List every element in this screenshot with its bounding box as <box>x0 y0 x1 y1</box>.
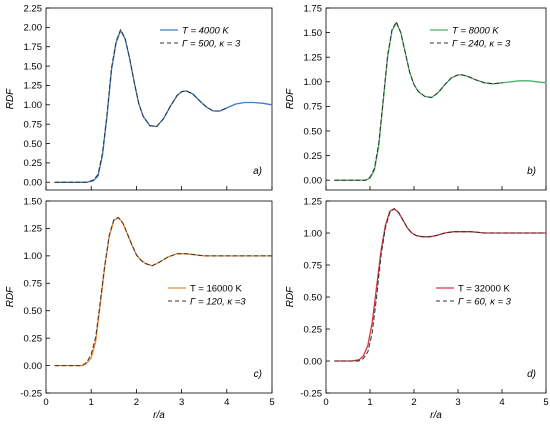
y-tick-label: 0.75 <box>24 119 43 130</box>
y-tick-label: 1.25 <box>304 196 323 207</box>
plot-frame <box>45 200 273 394</box>
plot-frame <box>45 7 273 191</box>
x-tick-label: 1 <box>367 397 372 408</box>
series-line-model <box>334 208 547 362</box>
legend: T = 16000 K Γ = 120, κ =3 <box>168 283 246 307</box>
y-tick-label: 1.50 <box>24 61 43 72</box>
y-tick-label: 0.75 <box>24 279 43 290</box>
legend: T = 8000 K Γ = 240, κ = 3 <box>430 25 511 49</box>
y-tick-label: 1.00 <box>304 228 323 239</box>
series-line-model <box>54 29 228 183</box>
x-axis-label: r/a <box>153 410 165 421</box>
y-axis-label: RDF <box>285 88 296 109</box>
y-tick-label: 0.00 <box>304 356 323 367</box>
x-tick-label: 5 <box>269 397 274 408</box>
legend: T = 4000 K Γ = 500, κ = 3 <box>160 25 241 49</box>
y-tick-label: 0.50 <box>304 292 323 303</box>
series-line-simulation <box>334 208 547 362</box>
series-line-model <box>54 217 273 367</box>
y-tick-label: 0.75 <box>304 102 323 113</box>
legend-entry: Γ = 120, κ =3 <box>190 296 246 307</box>
legend-entry: T = 16000 K <box>190 283 243 294</box>
x-tick-label: 3 <box>455 397 460 408</box>
y-tick-label: 0.25 <box>304 151 323 162</box>
y-tick-label: 0.25 <box>24 333 43 344</box>
y-tick-label: 0.00 <box>24 361 43 372</box>
plot-frame <box>325 7 547 191</box>
panel-label: c) <box>254 369 262 380</box>
y-tick-label: 1.50 <box>304 28 323 39</box>
x-tick-label: 1 <box>89 397 94 408</box>
legend-entry: T = 8000 K <box>452 25 499 36</box>
x-tick-label: 3 <box>179 397 184 408</box>
x-tick-label: 0 <box>323 397 328 408</box>
legend-entry: T = 4000 K <box>182 25 229 36</box>
y-tick-label: 2.25 <box>24 3 43 14</box>
y-tick-label: 2.00 <box>24 23 43 34</box>
y-tick-label: -0.25 <box>300 388 322 399</box>
panel-c: -0.25 0.00 0.25 0.50 0.75 1.00 1.25 1.50 0 1 2 3 4 5 R… <box>5 196 275 421</box>
x-tick-label: 5 <box>543 397 548 408</box>
y-tick-label: 1.75 <box>304 3 323 14</box>
panel-d: -0.25 0.00 0.25 0.50 0.75 1.00 1.25 0 1 2 3 4 5 RDF r/… <box>285 196 549 421</box>
y-tick-label: 1.00 <box>24 251 43 262</box>
y-tick-label: 1.25 <box>24 224 43 235</box>
y-axis-label: RDF <box>5 88 16 109</box>
legend-entry: Γ = 60, κ = 3 <box>458 296 512 307</box>
series-line-simulation <box>334 22 547 181</box>
y-tick-label: 0.50 <box>304 126 323 137</box>
y-tick-label: 1.25 <box>304 52 323 63</box>
y-tick-label: 1.50 <box>24 196 43 207</box>
y-tick-label: 0.75 <box>304 260 323 271</box>
x-tick-label: 0 <box>43 397 48 408</box>
y-tick-label: 1.00 <box>304 77 323 88</box>
legend: T = 32000 K Γ = 60, κ = 3 <box>436 283 512 307</box>
panel-label: d) <box>527 369 536 380</box>
y-tick-label: 0.00 <box>304 175 323 186</box>
y-tick-label: 1.00 <box>24 100 43 111</box>
x-axis-label: r/a <box>430 410 442 421</box>
legend-entry: Γ = 240, κ = 3 <box>452 38 511 49</box>
y-tick-label: 1.75 <box>24 42 43 53</box>
y-axis-label: RDF <box>285 286 296 307</box>
x-tick-label: 4 <box>499 397 504 408</box>
x-tick-label: 2 <box>134 397 139 408</box>
panel-a: 0.00 0.25 0.50 0.75 1.00 1.25 1.50 1.75 2.00 2.25… <box>5 3 273 191</box>
panel-label: b) <box>527 166 536 177</box>
y-tick-label: -0.25 <box>20 388 42 399</box>
y-tick-label: 1.25 <box>24 81 43 92</box>
series-line-model <box>334 21 503 181</box>
legend-entry: T = 32000 K <box>458 283 511 294</box>
x-tick-label: 4 <box>224 397 229 408</box>
y-tick-label: 0.50 <box>24 306 43 317</box>
y-axis-label: RDF <box>5 286 16 307</box>
y-tick-label: 0.25 <box>24 158 43 169</box>
panel-b: 0.00 0.25 0.50 0.75 1.00 1.25 1.50 1.75 RDF T = 8… <box>285 3 547 191</box>
x-tick-label: 2 <box>411 397 416 408</box>
series-line-simulation <box>54 29 273 183</box>
y-tick-label: 0.00 <box>24 178 43 189</box>
panel-label: a) <box>253 166 262 177</box>
plot-frame <box>325 200 547 394</box>
y-tick-label: 0.50 <box>24 139 43 150</box>
legend-entry: Γ = 500, κ = 3 <box>182 38 241 49</box>
y-tick-label: 0.25 <box>304 324 323 335</box>
